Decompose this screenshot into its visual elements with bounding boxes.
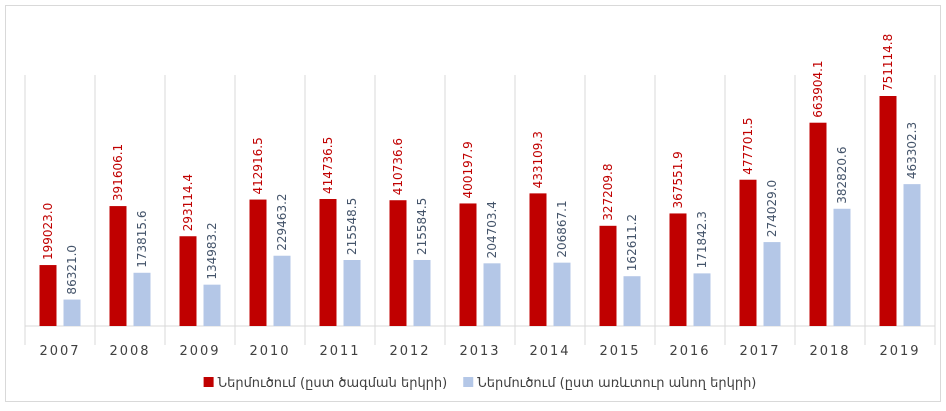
value-label: 171842.3 xyxy=(695,211,709,268)
bar xyxy=(389,200,407,326)
bar xyxy=(879,96,897,326)
bar xyxy=(763,242,781,326)
bar xyxy=(693,273,711,326)
bar xyxy=(343,259,361,326)
legend-swatch xyxy=(203,377,214,387)
value-label: 663904.1 xyxy=(811,60,825,117)
x-tick-label: 2018 xyxy=(809,344,850,359)
bar xyxy=(109,206,127,326)
value-label: 414736.5 xyxy=(321,137,335,194)
x-tick-label: 2019 xyxy=(879,344,920,359)
bar xyxy=(39,265,57,326)
x-tick-label: 2007 xyxy=(39,344,80,359)
legend-label: Ներմուծում (ըստ ծագման երկրի) xyxy=(218,376,448,391)
bar xyxy=(529,193,547,326)
x-tick-label: 2011 xyxy=(319,344,360,359)
bar xyxy=(133,272,151,326)
value-label: 206867.1 xyxy=(555,200,569,257)
x-tick-label: 2015 xyxy=(599,344,640,359)
value-label: 391606.1 xyxy=(111,144,125,201)
x-tick-label: 2016 xyxy=(669,344,710,359)
value-label: 477701.5 xyxy=(741,117,755,174)
value-label: 400197.9 xyxy=(461,141,475,198)
legend-swatch xyxy=(463,377,474,387)
value-label: 367551.9 xyxy=(671,151,685,208)
value-label: 463302.3 xyxy=(905,122,919,179)
x-tick-label: 2009 xyxy=(179,344,220,359)
x-tick-label: 2013 xyxy=(459,344,500,359)
bar xyxy=(833,208,851,326)
value-label: 162611.2 xyxy=(625,214,639,271)
x-tick-label: 2008 xyxy=(109,344,150,359)
value-label: 199023.0 xyxy=(41,203,55,260)
value-label: 215584.5 xyxy=(415,198,429,255)
bar xyxy=(669,213,687,326)
value-label: 382820.6 xyxy=(835,147,849,204)
bar xyxy=(203,284,221,326)
value-label: 204703.4 xyxy=(485,201,499,258)
x-tick-label: 2012 xyxy=(389,344,430,359)
bar xyxy=(903,184,921,326)
bar xyxy=(599,225,617,326)
value-label: 410736.6 xyxy=(391,138,405,195)
value-label: 751114.8 xyxy=(881,34,895,91)
value-label: 215548.5 xyxy=(345,198,359,255)
value-label: 173815.6 xyxy=(135,211,149,268)
bar xyxy=(459,203,477,326)
value-label: 412916.5 xyxy=(251,137,265,194)
x-tick-label: 2017 xyxy=(739,344,780,359)
value-label: 433109.3 xyxy=(531,131,545,188)
bar xyxy=(739,179,757,326)
value-label: 134983.2 xyxy=(205,222,219,279)
legend-label: Ներմուծում (ըստ առևտուր անող երկրի) xyxy=(477,376,756,391)
value-label: 86321.0 xyxy=(65,245,79,295)
x-tick-label: 2010 xyxy=(249,344,290,359)
bar xyxy=(809,122,827,326)
bar xyxy=(483,263,501,326)
bar xyxy=(413,259,431,326)
bar xyxy=(63,299,81,326)
value-label: 229463.2 xyxy=(275,193,289,250)
value-label: 274029.0 xyxy=(765,180,779,237)
bar xyxy=(553,262,571,326)
bar xyxy=(319,199,337,326)
bar xyxy=(249,199,267,326)
x-tick-label: 2014 xyxy=(529,344,570,359)
value-label: 293114.4 xyxy=(181,174,195,231)
bar xyxy=(179,236,197,326)
bar xyxy=(623,276,641,326)
legend: Ներմուծում (ըստ ծագման երկրի) Ներմուծում … xyxy=(203,376,756,391)
bar xyxy=(273,255,291,326)
value-label: 327209.8 xyxy=(601,164,615,221)
